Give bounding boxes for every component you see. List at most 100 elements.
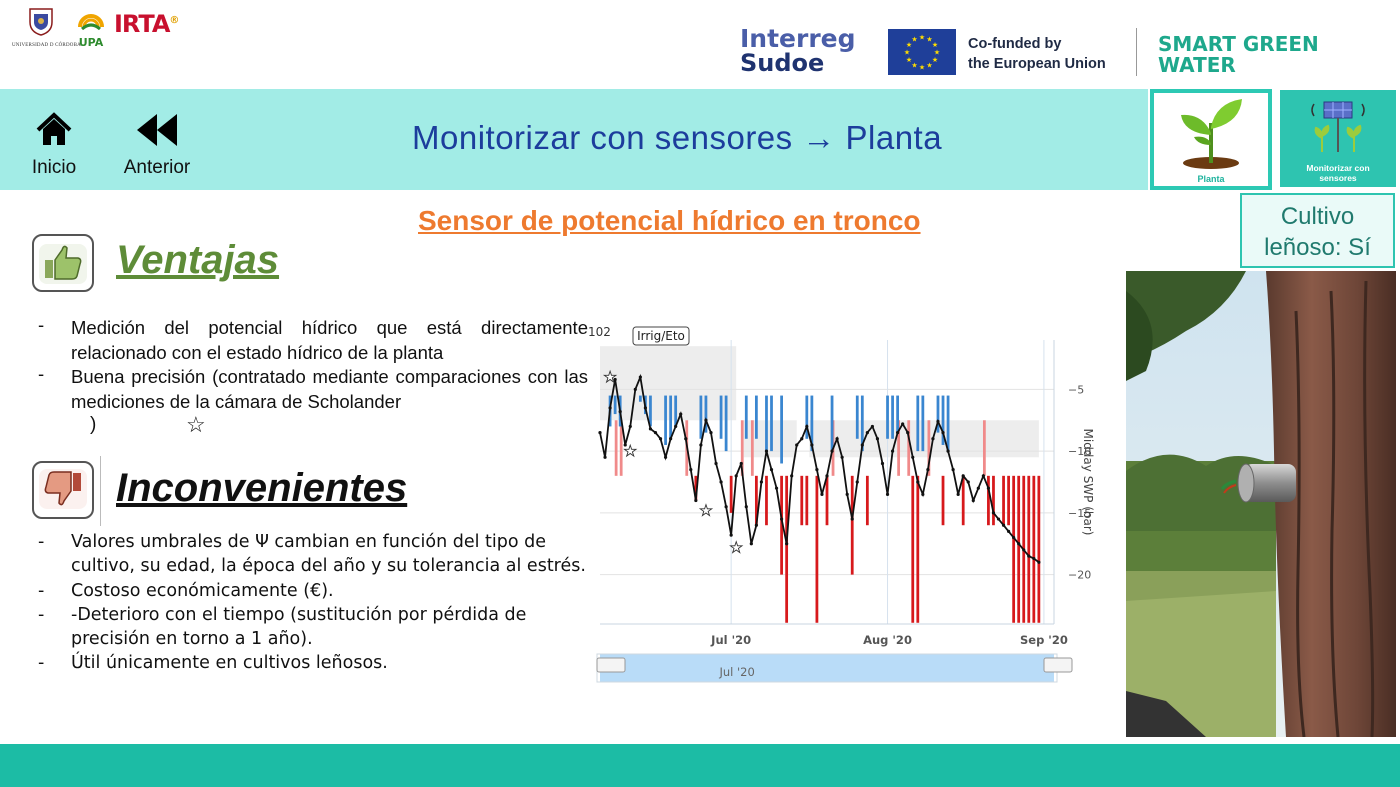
swp-data-point [734,474,738,478]
red-bar [754,475,758,526]
swp-data-point [951,468,955,472]
blue-bar [638,395,642,402]
legend-button-label: Irrig/Eto [637,329,685,343]
ventajas-item: Medición del potencial hídrico que está … [38,313,588,365]
swp-data-point [976,486,980,490]
blue-bar [830,395,834,452]
inconvenientes-list: Valores umbrales de Ψ cambian en función… [38,530,598,676]
red-bar [805,475,809,526]
upa-sun-icon [78,14,104,31]
blue-bar [704,395,708,433]
swp-data-point [971,498,975,503]
inconvenientes-heading: Inconvenientes [116,466,408,510]
swp-data-point [845,492,849,496]
monitorizar-card[interactable]: Monitorizar con sensores [1280,90,1396,187]
red-bar [865,475,869,526]
swp-data-point [764,449,769,453]
swp-data-point [825,474,829,478]
home-button[interactable]: Inicio [28,112,80,179]
star-marker-icon: ★ [603,369,616,386]
swp-data-point [815,468,819,472]
navigator-right-handle [1043,657,1073,673]
swp-data-point [996,517,1001,521]
top-logo-bar: UNIVERSIDAD D CÓRDOBA UPA IRTA® Interreg… [0,0,1400,88]
star-marker-icon: ★ [729,539,742,556]
blue-bar [744,395,748,439]
swp-data-point [694,498,698,503]
swp-data-point [810,443,814,447]
cultivo-line-2: leñoso: Sí [1264,234,1371,261]
swp-data-point [865,431,869,435]
swp-data-point [628,424,632,429]
blue-bar [674,395,678,427]
swp-data-point [1017,542,1021,546]
swp-data-point [870,424,874,429]
swp-data-point [648,427,653,431]
red-bar [1037,475,1041,623]
eu-star-icon: ★ [911,61,917,69]
planta-card[interactable]: Planta [1150,89,1272,190]
red-bar [1027,475,1031,623]
y-axis-label: Midday SWP (bar) [1081,429,1095,536]
navigator-label: Jul '20 [718,665,754,679]
thumbs-down-box [32,461,94,519]
swp-data-point [739,461,743,466]
monitorizar-label-1: Monitorizar con [1306,163,1370,173]
red-bar [992,475,995,526]
irta-mark: ® [169,15,179,26]
swp-data-point [896,431,900,435]
swp-data-point [699,443,703,447]
swp-data-point [936,419,940,424]
swp-data-point [926,468,930,472]
sudoe-text: Sudoe [740,49,825,77]
chart-left-label: 102 [588,325,611,339]
eu-flag-icon: ★★★★★★★★★ ★ ★★ [888,29,956,75]
sgw-line-1: SMART GREEN [1158,32,1319,56]
red-bar [785,475,789,623]
blue-bar [896,395,900,433]
swp-data-point [719,480,723,484]
swp-data-point [921,492,925,496]
blue-bar [941,395,945,445]
swp-data-point [774,486,779,490]
swp-data-point [704,418,708,422]
pink-bar [927,420,931,476]
swp-data-point [966,480,970,484]
red-bar [961,475,965,526]
upa-logo: UPA [76,7,106,49]
red-bar [765,475,768,526]
swp-data-point [780,517,784,521]
x-tick-label: Aug '20 [863,633,912,647]
trunk-photo-image [1126,271,1396,737]
inconvenientes-item: Útil únicamente en cultivos leñosos. [38,651,598,676]
swp-data-point [1037,560,1041,564]
swp-data-point [653,431,658,435]
swp-data-point [800,437,804,441]
monitorizar-card-label: Monitorizar con sensores [1280,163,1396,183]
swp-data-point [709,431,713,435]
swp-data-point [769,468,774,472]
blue-bar [886,395,889,439]
blue-bar [754,395,758,439]
thumbs-up-box [32,234,94,292]
swp-data-point [986,486,991,490]
swp-data-point [1027,554,1031,558]
swp-chart: ★ ★ ★ ★ 102 Irrig/Eto −5 −10 −15 −20 Midday SWP (… [588,318,1100,690]
blue-bar [669,395,673,439]
pink-bar [619,420,623,476]
eu-star-icon: ★ [926,61,932,69]
y-tick-label: −20 [1068,569,1091,582]
interreg-logo: Interreg Sudoe [740,26,856,77]
divider-line [100,456,101,526]
eu-cofunded-text: Co-funded by the European Union [968,34,1106,74]
back-button[interactable]: Anterior [118,112,196,179]
blue-bar [699,395,703,439]
red-bar [911,475,915,623]
swp-data-point [689,468,693,472]
red-bar [694,475,698,501]
blue-bar [946,395,950,452]
upa-text: UPA [78,36,104,49]
red-bar [1017,475,1021,623]
blue-bar [765,395,768,452]
red-bar [850,475,854,575]
